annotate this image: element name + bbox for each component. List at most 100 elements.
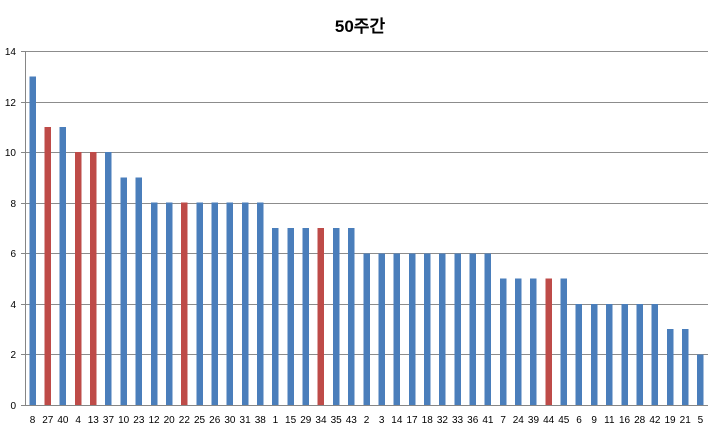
bar-29 (302, 228, 310, 405)
bar-20 (165, 202, 173, 405)
x-tick-label-25: 25 (194, 415, 206, 426)
bar-6 (575, 303, 583, 405)
bar-5 (697, 354, 704, 405)
bar-34 (317, 228, 325, 405)
bar-38 (257, 202, 264, 405)
x-tick-label-43: 43 (346, 415, 358, 426)
x-tick-label-40: 40 (57, 415, 69, 426)
bar-41 (484, 253, 492, 405)
x-tick-label-30: 30 (224, 415, 236, 426)
y-tick-labels: 0 2 4 6 8 10 12 14 (5, 47, 17, 412)
bar-13 (90, 152, 97, 405)
bar-21 (681, 329, 689, 405)
x-tick-label-33: 33 (452, 415, 464, 426)
x-tick-label-14: 14 (391, 415, 403, 426)
y-tick-label-2: 2 (10, 350, 16, 361)
bar-39 (530, 278, 537, 405)
x-tick-label-44: 44 (543, 415, 555, 426)
y-tick-label-4: 4 (10, 300, 16, 311)
x-tick-label-5: 5 (698, 415, 704, 426)
x-tick-label-31: 31 (240, 415, 252, 426)
bar-9 (590, 303, 598, 405)
x-tick-label-36: 36 (467, 415, 479, 426)
bar-42 (651, 303, 659, 405)
x-tick-label-9: 9 (591, 415, 597, 426)
bar-33 (454, 253, 461, 405)
bar-15 (287, 228, 294, 405)
bar-1 (272, 228, 279, 405)
x-tick-label-15: 15 (285, 415, 297, 426)
bar-16 (621, 303, 628, 405)
x-tick-label-12: 12 (148, 415, 160, 426)
y-tick-label-10: 10 (5, 148, 17, 159)
y-tick-label-8: 8 (10, 199, 16, 210)
bar-8 (29, 76, 36, 405)
y-tick-label-12: 12 (5, 98, 17, 109)
bar-43 (348, 228, 355, 405)
bar-3 (378, 253, 385, 405)
bar-2 (363, 253, 370, 405)
x-tick-label-24: 24 (513, 415, 525, 426)
x-tick-label-32: 32 (437, 415, 449, 426)
x-tick-label-4: 4 (75, 415, 81, 426)
bar-17 (408, 253, 416, 405)
x-tick-label-39: 39 (528, 415, 540, 426)
bar-37 (105, 152, 112, 405)
bar-36 (469, 253, 476, 405)
x-tick-label-13: 13 (88, 415, 100, 426)
bar-11 (606, 303, 613, 405)
axes (25, 51, 708, 406)
bar-7 (499, 278, 507, 405)
x-tick-label-3: 3 (379, 415, 385, 426)
bar-32 (439, 253, 446, 405)
x-tick-label-42: 42 (649, 415, 661, 426)
bar-40 (59, 126, 67, 406)
x-tick-label-45: 45 (558, 415, 570, 426)
x-tick-label-20: 20 (164, 415, 176, 426)
x-tick-label-35: 35 (331, 415, 343, 426)
x-tick-label-34: 34 (315, 415, 327, 426)
x-tick-label-21: 21 (680, 415, 692, 426)
x-tick-label-2: 2 (364, 415, 370, 426)
y-tick-label-14: 14 (5, 47, 17, 58)
x-tick-label-26: 26 (209, 415, 221, 426)
bar-12 (150, 202, 158, 405)
x-tick-label-37: 37 (103, 415, 115, 426)
x-tick-label-11: 11 (604, 415, 615, 426)
x-tick-label-27: 27 (42, 415, 54, 426)
x-tick-label-8: 8 (30, 415, 36, 426)
x-tick-label-28: 28 (634, 415, 646, 426)
x-tick-label-29: 29 (300, 415, 312, 426)
bar-23 (135, 177, 143, 405)
x-tick-label-16: 16 (619, 415, 631, 426)
bar-28 (636, 303, 643, 405)
x-tick-label-41: 41 (482, 415, 494, 426)
y-tick-label-6: 6 (10, 249, 16, 260)
x-tick-label-19: 19 (664, 415, 676, 426)
bar-31 (241, 202, 249, 405)
bar-27 (44, 126, 52, 406)
bar-18 (423, 253, 431, 405)
chart-title: 50주간 (335, 17, 386, 36)
bars (29, 76, 704, 406)
y-tick-label-0: 0 (10, 401, 16, 412)
bar-45 (560, 278, 568, 405)
x-tick-label-6: 6 (576, 415, 582, 426)
x-tick-label-18: 18 (422, 415, 434, 426)
x-tick-label-10: 10 (118, 415, 130, 426)
x-tick-label-1: 1 (273, 415, 279, 426)
x-tick-label-23: 23 (133, 415, 145, 426)
bar-24 (515, 278, 522, 405)
bar-44 (545, 278, 552, 405)
bar-10 (120, 177, 127, 405)
bar-35 (332, 228, 340, 405)
bar-22 (181, 202, 188, 405)
x-tick-label-22: 22 (179, 415, 191, 426)
bar-19 (666, 329, 674, 405)
bar-14 (393, 253, 401, 405)
x-tick-labels: 8 27 40 4 13 37 10 23 12 20 22 25 26 30 31 38 1 15 29 34 35 4… (30, 415, 704, 426)
x-tick-label-7: 7 (500, 415, 506, 426)
x-tick-label-38: 38 (255, 415, 267, 426)
x-tick-label-17: 17 (406, 415, 418, 426)
